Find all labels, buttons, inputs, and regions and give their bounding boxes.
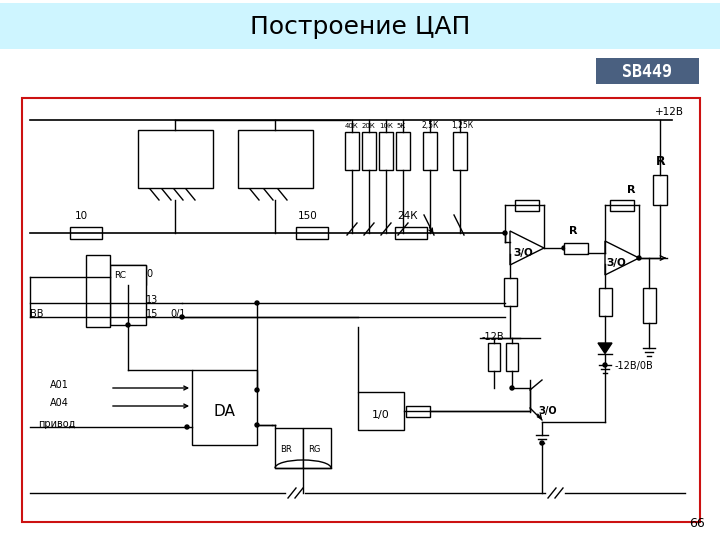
Text: Построение ЦАП: Построение ЦАП <box>250 15 470 39</box>
Bar <box>238 130 313 188</box>
Bar <box>596 58 699 84</box>
Circle shape <box>255 388 259 392</box>
Text: RG: RG <box>308 445 320 454</box>
Text: BR: BR <box>280 445 292 454</box>
Bar <box>86 255 110 327</box>
Circle shape <box>503 231 507 235</box>
Bar <box>453 132 467 170</box>
Text: ВВ: ВВ <box>30 309 43 319</box>
Bar <box>406 406 430 417</box>
Bar <box>296 227 328 239</box>
Text: 150: 150 <box>298 211 318 221</box>
Text: А01: А01 <box>50 380 69 390</box>
Text: 5К: 5К <box>396 123 405 129</box>
Bar <box>653 175 667 205</box>
Text: -12В/0В: -12В/0В <box>615 361 654 371</box>
Circle shape <box>540 441 544 445</box>
Text: 0/1: 0/1 <box>170 309 186 319</box>
Text: З/О: З/О <box>538 406 557 416</box>
Text: 1,25К: 1,25К <box>451 121 473 130</box>
Text: RC: RC <box>114 271 126 280</box>
Bar <box>138 130 213 188</box>
Circle shape <box>255 423 259 427</box>
Circle shape <box>562 246 566 250</box>
Bar <box>345 132 359 170</box>
Bar <box>358 392 404 430</box>
Bar <box>0 3 720 49</box>
Bar <box>362 132 376 170</box>
Circle shape <box>185 425 189 429</box>
Text: 0: 0 <box>146 269 152 279</box>
Bar <box>192 370 257 445</box>
Bar <box>22 98 700 522</box>
Bar <box>395 227 427 239</box>
Text: 1/0: 1/0 <box>372 410 390 420</box>
Bar <box>303 428 331 468</box>
Text: 24К: 24К <box>397 211 418 221</box>
Bar <box>610 200 634 211</box>
Bar <box>110 265 146 325</box>
Bar <box>396 132 410 170</box>
Text: 13: 13 <box>146 295 158 305</box>
Text: привод: привод <box>38 419 76 429</box>
Text: 20К: 20К <box>362 123 376 129</box>
Text: 10К: 10К <box>379 123 393 129</box>
Text: R: R <box>569 226 577 236</box>
Text: R: R <box>656 155 665 168</box>
Circle shape <box>637 256 641 260</box>
Bar <box>70 227 102 239</box>
Bar <box>379 132 393 170</box>
Text: +12В: +12В <box>655 107 684 117</box>
Text: З/О: З/О <box>606 258 626 268</box>
Bar <box>564 243 588 254</box>
Text: 40К: 40К <box>345 123 359 129</box>
Circle shape <box>603 363 607 367</box>
Bar <box>110 265 146 285</box>
Bar <box>599 288 612 316</box>
Circle shape <box>255 301 259 305</box>
Bar <box>504 278 517 306</box>
Text: А04: А04 <box>50 398 69 408</box>
Text: З/О: З/О <box>513 248 533 258</box>
Text: -12В: -12В <box>482 332 505 342</box>
Bar <box>506 343 518 371</box>
Text: 66: 66 <box>689 517 705 530</box>
Text: 2,5К: 2,5К <box>421 121 438 130</box>
Bar <box>488 343 500 371</box>
Bar <box>515 200 539 211</box>
Text: 15: 15 <box>146 309 158 319</box>
Text: SB449: SB449 <box>622 63 672 81</box>
Circle shape <box>126 323 130 327</box>
Text: DA: DA <box>213 403 235 418</box>
Bar <box>423 132 437 170</box>
Text: 10: 10 <box>75 211 88 221</box>
Text: R: R <box>627 185 636 195</box>
Polygon shape <box>598 343 612 354</box>
Circle shape <box>180 315 184 319</box>
Bar <box>643 288 656 323</box>
Circle shape <box>510 386 514 390</box>
Bar <box>275 428 303 468</box>
